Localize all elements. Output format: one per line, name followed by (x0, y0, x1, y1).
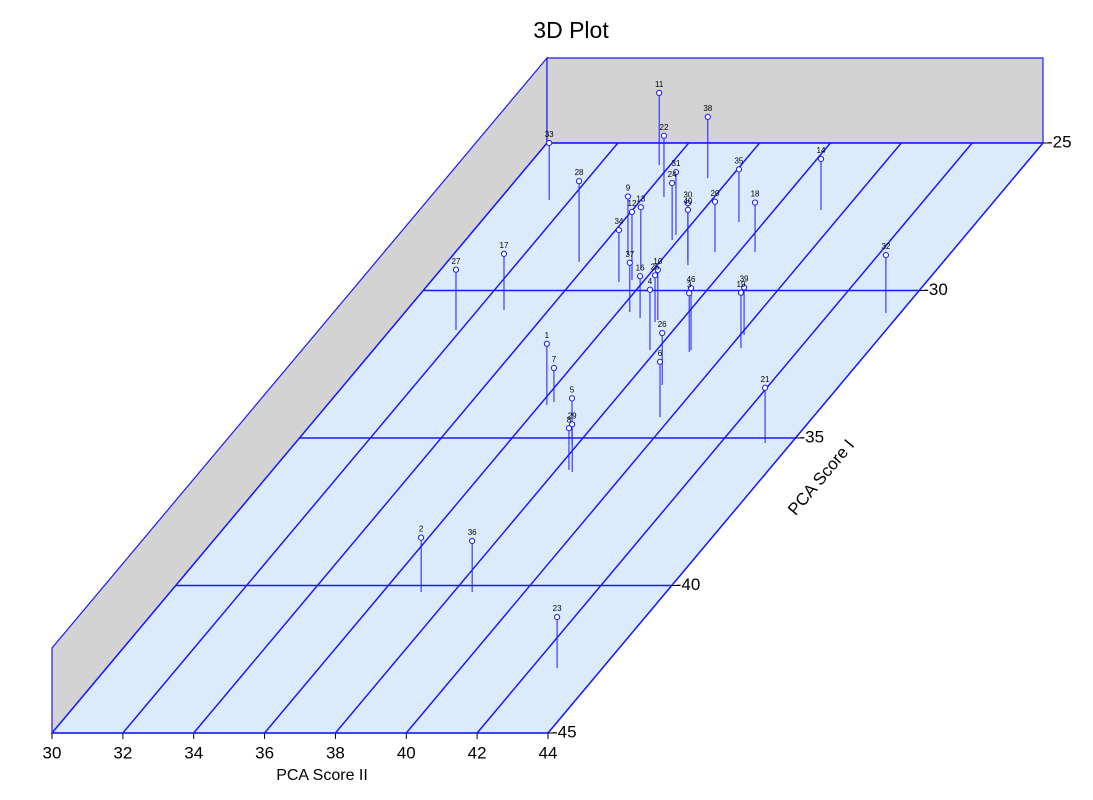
point (684, 206, 692, 213)
point (672, 169, 680, 176)
x-tick-label: 38 (326, 743, 345, 762)
x-tick-label: 42 (468, 743, 487, 762)
point-label: 40 (683, 197, 692, 206)
point-label: 10 (653, 257, 662, 266)
point (568, 395, 576, 402)
point (659, 329, 666, 337)
point-label: 14 (817, 146, 826, 155)
point (575, 178, 583, 185)
x-axis-title: PCA Score II (276, 767, 368, 784)
point (418, 534, 425, 541)
point-label: 26 (658, 320, 667, 329)
point-label: 23 (553, 604, 562, 613)
y-tick-label: -30 (923, 280, 948, 299)
point-label: 13 (636, 194, 645, 203)
point (761, 384, 769, 391)
point-label: 30 (683, 190, 692, 199)
point-label: 4 (648, 277, 653, 286)
point-label: 34 (614, 217, 623, 226)
point (735, 166, 743, 173)
point-label: 21 (761, 375, 770, 384)
point (686, 290, 693, 297)
point (817, 155, 825, 163)
point (737, 289, 745, 296)
point-label: 3 (687, 280, 692, 289)
point (882, 252, 890, 259)
point (646, 286, 654, 293)
point-label: 19 (737, 280, 746, 289)
point (684, 200, 691, 207)
x-tick-label: 34 (184, 743, 203, 762)
back-wall (546, 57, 1044, 144)
point-label: 16 (636, 263, 645, 272)
point (637, 204, 644, 211)
y-tick-label: -35 (800, 427, 825, 446)
point (628, 208, 636, 215)
point (550, 364, 558, 372)
x-tick-label: 32 (113, 743, 132, 762)
point-label: 33 (545, 130, 554, 139)
x-tick-label: 44 (539, 743, 558, 762)
point (656, 89, 663, 96)
point-label: 25 (651, 262, 660, 271)
point-label: 32 (881, 242, 890, 251)
point (615, 226, 623, 234)
point-label: 24 (668, 170, 677, 179)
point-label: 17 (500, 241, 509, 250)
point (554, 614, 561, 621)
point-label: 9 (626, 184, 631, 193)
point (500, 250, 508, 257)
y-axis-title: PCA Score I (784, 436, 858, 519)
point-label: 12 (628, 199, 637, 208)
point (626, 259, 633, 266)
point-label: 35 (734, 156, 743, 165)
point (651, 272, 659, 279)
point (636, 273, 644, 280)
y-tick-label: -40 (676, 575, 701, 594)
point (711, 198, 719, 205)
point-label: 46 (687, 275, 696, 284)
point-label: 20 (711, 189, 720, 198)
point-label: 2 (419, 525, 424, 534)
point-label: 36 (468, 528, 477, 537)
point (704, 113, 711, 121)
x-tick-label: 36 (255, 743, 274, 762)
point (687, 284, 695, 292)
point-label: 38 (703, 104, 712, 113)
point-label: 39 (740, 275, 749, 284)
y-tick-label: -25 (1047, 132, 1072, 151)
point (565, 425, 573, 432)
point-label: 1 (545, 331, 550, 340)
point (740, 284, 748, 291)
point-label: 28 (575, 168, 584, 177)
x-tick-label: 30 (43, 743, 62, 762)
point (469, 537, 476, 545)
point (669, 180, 676, 187)
point (624, 193, 632, 200)
point-label: 29 (568, 411, 577, 420)
point-label: 5 (570, 385, 575, 394)
point (546, 139, 553, 147)
point-label: 22 (660, 123, 669, 132)
point-label: 6 (658, 349, 663, 358)
point-label: 8 (567, 415, 572, 424)
point-label: 37 (625, 250, 634, 259)
point (569, 421, 576, 428)
point-label: 7 (552, 355, 557, 364)
point (751, 199, 759, 206)
point-label: 31 (672, 159, 681, 168)
x-tick-label: 40 (397, 743, 416, 762)
point-label: 11 (655, 80, 664, 89)
point-label: 27 (452, 257, 461, 266)
chart-title: 3D Plot (533, 17, 609, 43)
point (656, 358, 664, 365)
y-tick-label: -45 (552, 722, 577, 741)
point (452, 266, 460, 273)
point-label: 18 (751, 190, 760, 199)
point (660, 132, 668, 139)
point (543, 340, 550, 347)
point (654, 266, 661, 273)
